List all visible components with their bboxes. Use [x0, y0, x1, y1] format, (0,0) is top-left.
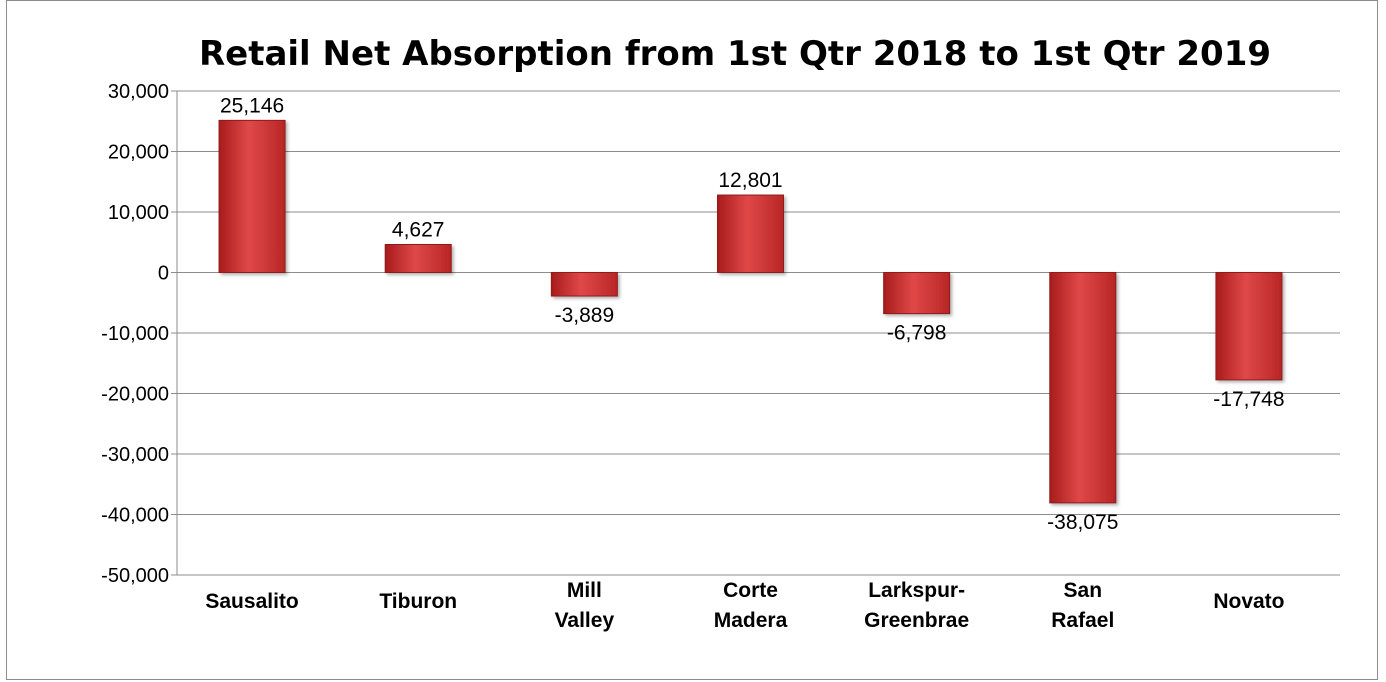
y-tick-label: -20,000: [101, 384, 169, 406]
x-category-label: Greenbrae: [864, 609, 969, 632]
x-category-label: Tiburon: [379, 590, 457, 613]
data-label: 25,146: [220, 94, 284, 117]
x-category-label: Mill: [567, 579, 602, 602]
x-category-label: Madera: [714, 609, 788, 632]
bars: [218, 119, 1283, 504]
chart-frame: Retail Net Absorption from 1st Qtr 2018 …: [6, 0, 1378, 680]
y-tick-label: 20,000: [108, 142, 169, 164]
bar: [218, 119, 286, 273]
data-label: 4,627: [392, 219, 445, 242]
chart-title: Retail Net Absorption from 1st Qtr 2018 …: [199, 34, 1271, 74]
y-tick-label: -50,000: [101, 565, 169, 587]
y-tick-label: -30,000: [101, 444, 169, 466]
data-label: -17,748: [1213, 388, 1284, 411]
data-label: -6,798: [887, 322, 947, 345]
y-tick-label: -10,000: [101, 323, 169, 345]
data-label: -38,075: [1047, 511, 1118, 534]
bar: [1049, 272, 1117, 504]
x-category-label: Larkspur-: [868, 579, 965, 602]
y-tick-label: 10,000: [108, 202, 169, 224]
x-category-label: Corte: [723, 579, 778, 602]
y-tick-label: -40,000: [101, 505, 169, 527]
grid-layer: [171, 90, 1340, 576]
bar: [1215, 272, 1283, 381]
y-axis-tick-labels: 30,000 20,000 10,000 0 -10,000 -20,000 -30,000…: [101, 81, 169, 587]
bar: [384, 244, 452, 274]
y-tick-label: 0: [158, 263, 169, 285]
x-category-label: San: [1064, 579, 1103, 602]
x-category-label: Sausalito: [205, 590, 298, 613]
bar: [717, 194, 784, 274]
x-category-label: Rafael: [1051, 609, 1114, 632]
data-labels: 25,146 4,627 -3,889 12,801 -6,798 -38,075 -17,…: [220, 94, 1285, 533]
x-category-label: Novato: [1213, 590, 1284, 613]
data-label: -3,889: [555, 304, 615, 327]
data-label: 12,801: [718, 169, 782, 192]
bar-chart: Retail Net Absorption from 1st Qtr 2018 …: [101, 34, 1340, 632]
x-category-label: Valley: [555, 609, 615, 632]
x-axis-category-labels: Sausalito Tiburon Mill Valley Corte Madera Lar…: [205, 579, 1284, 632]
bar: [883, 272, 951, 315]
bar: [550, 272, 618, 297]
y-tick-label: 30,000: [108, 81, 169, 103]
